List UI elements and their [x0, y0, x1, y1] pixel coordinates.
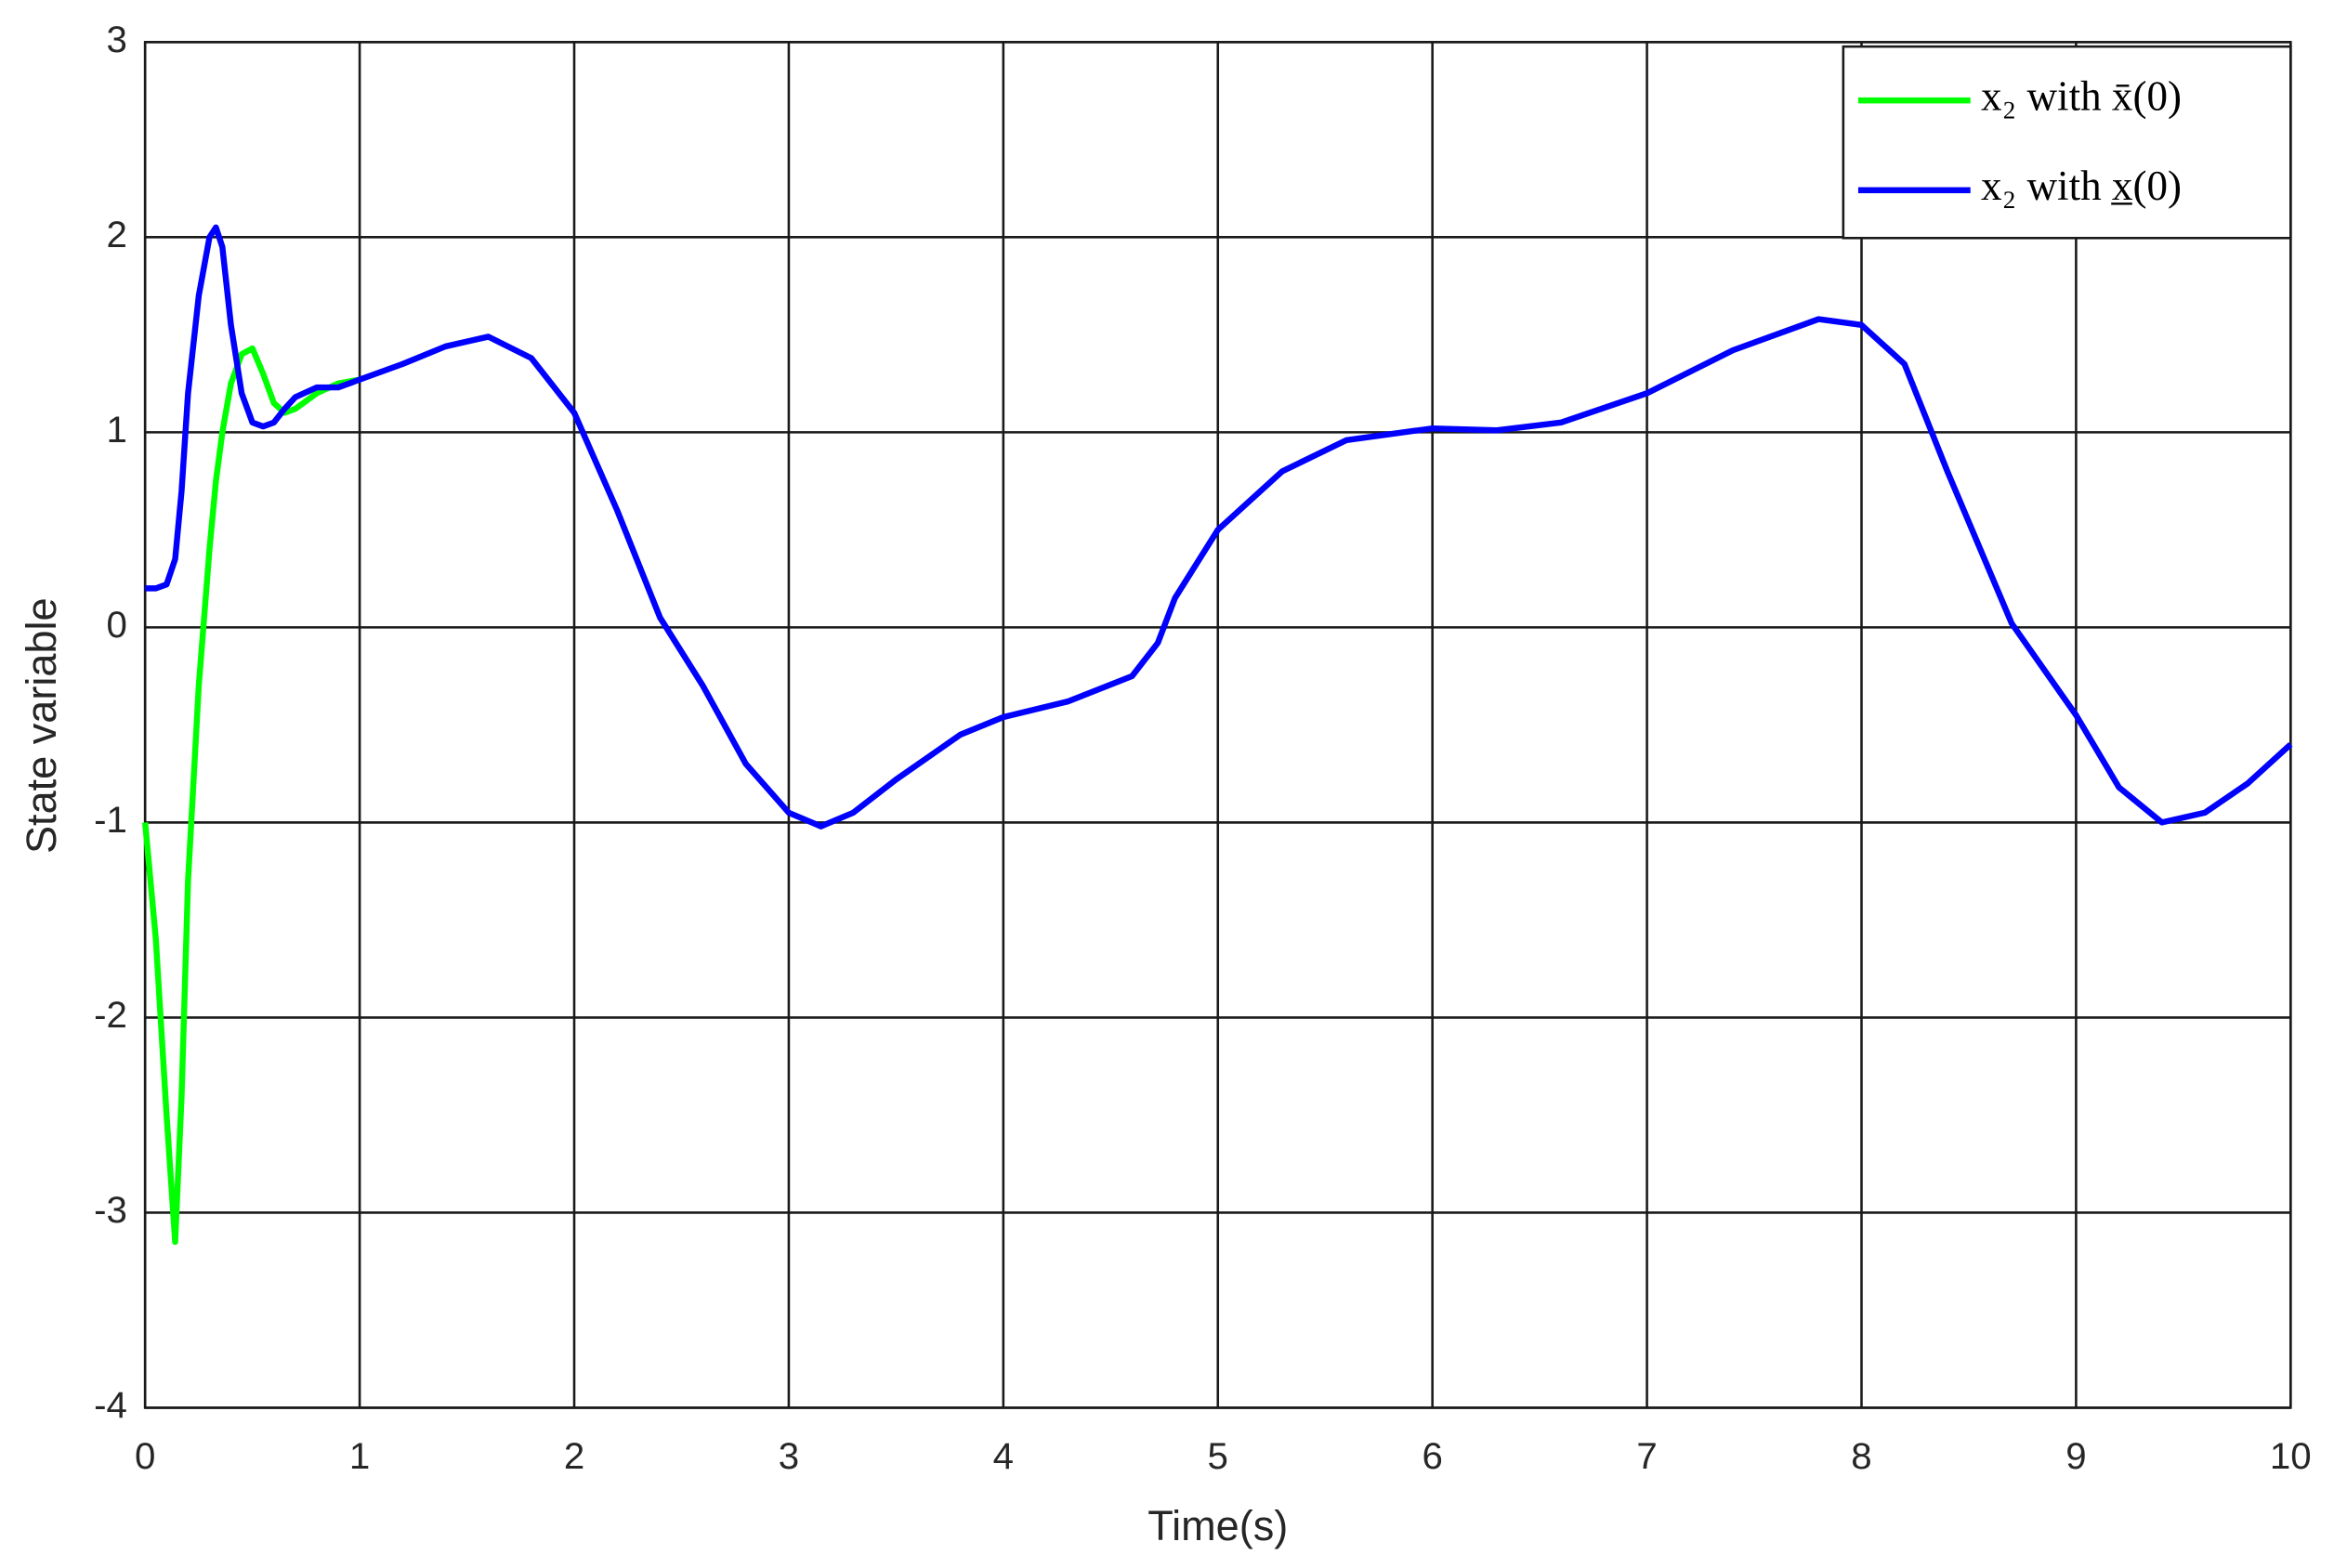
x-tick-label: 9	[2065, 1435, 2086, 1477]
plot-frame	[143, 41, 2292, 1409]
legend-box	[1842, 45, 2292, 240]
data-line	[141, 345, 361, 1246]
data-line	[145, 224, 2293, 830]
legend-label: x₂ with x̄(0)	[1981, 72, 2182, 119]
legend-label: x₂ with x̲(0)	[1981, 163, 2182, 209]
x-tick-label: 5	[1208, 1435, 1228, 1477]
x-tick-label: 3	[779, 1435, 799, 1477]
x-tick-label: 4	[993, 1435, 1014, 1477]
x-tick-label: 10	[2270, 1435, 2312, 1477]
x-tick-label: 2	[564, 1435, 584, 1477]
y-tick-label: -4	[94, 1384, 127, 1426]
y-tick-label: 0	[106, 604, 126, 646]
y-tick-label: 3	[106, 19, 126, 60]
x-axis-label: Time(s)	[1147, 1502, 1288, 1549]
y-tick-label: -1	[94, 799, 127, 841]
y-tick-label: -2	[94, 994, 127, 1036]
x-tick-label: 1	[349, 1435, 370, 1477]
y-axis-label: State variable	[18, 597, 65, 854]
y-tick-label: -3	[94, 1189, 127, 1231]
x-tick-label: 8	[1851, 1435, 1871, 1477]
x-tick-label: 0	[135, 1435, 155, 1477]
x-tick-label: 6	[1422, 1435, 1442, 1477]
y-tick-label: 1	[106, 409, 126, 451]
x-tick-label: 7	[1636, 1435, 1657, 1477]
y-tick-label: 2	[106, 214, 126, 255]
